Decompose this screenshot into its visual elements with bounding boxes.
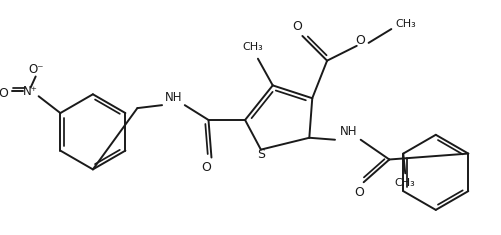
- Text: O: O: [0, 87, 8, 100]
- Text: N⁺: N⁺: [23, 85, 38, 98]
- Text: O: O: [353, 186, 363, 199]
- Text: NH: NH: [165, 91, 182, 104]
- Text: O: O: [355, 34, 365, 47]
- Text: O: O: [292, 20, 302, 33]
- Text: CH₃: CH₃: [395, 19, 416, 29]
- Text: CH₃: CH₃: [242, 42, 263, 52]
- Text: S: S: [257, 148, 265, 161]
- Text: O⁻: O⁻: [28, 63, 43, 76]
- Text: NH: NH: [339, 125, 357, 138]
- Text: O: O: [201, 161, 211, 174]
- Text: CH₃: CH₃: [394, 178, 415, 188]
